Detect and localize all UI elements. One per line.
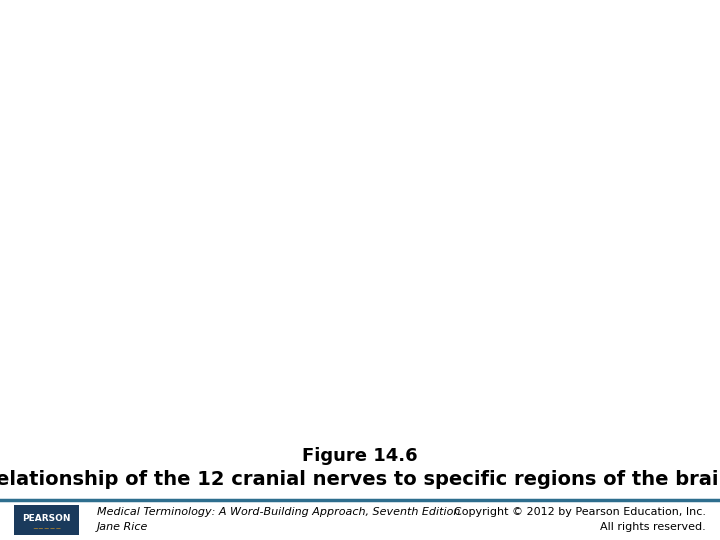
Text: All rights reserved.: All rights reserved. [600, 522, 706, 531]
Text: PEARSON: PEARSON [22, 514, 71, 523]
Text: ~~~~~: ~~~~~ [32, 526, 61, 532]
Text: Medical Terminology: A Word-Building Approach, Seventh Edition: Medical Terminology: A Word-Building App… [97, 507, 461, 517]
FancyBboxPatch shape [0, 0, 720, 448]
Text: Copyright © 2012 by Pearson Education, Inc.: Copyright © 2012 by Pearson Education, I… [454, 507, 706, 517]
Text: Figure 14.6: Figure 14.6 [302, 447, 418, 465]
Text: Jane Rice: Jane Rice [97, 522, 148, 531]
Text: Relationship of the 12 cranial nerves to specific regions of the brain.: Relationship of the 12 cranial nerves to… [0, 470, 720, 489]
FancyBboxPatch shape [14, 505, 79, 535]
